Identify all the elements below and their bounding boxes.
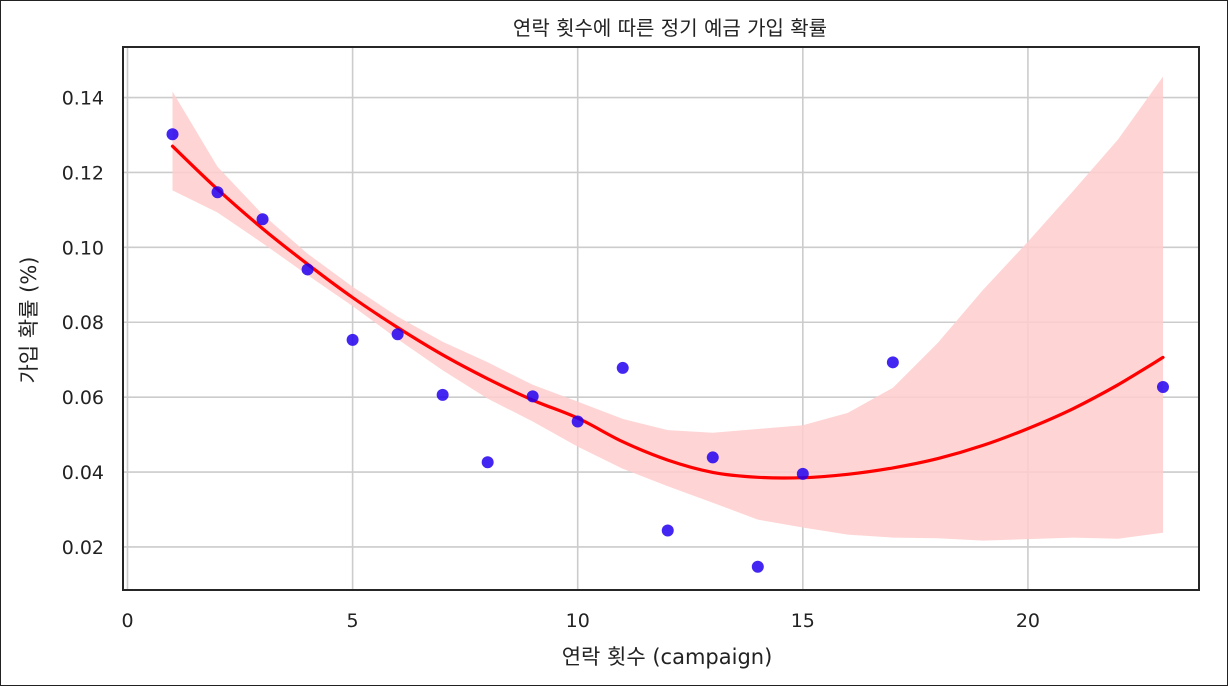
confidence-band: [172, 76, 1163, 541]
y-tick-label: 0.08: [62, 312, 104, 334]
scatter-point: [886, 356, 899, 369]
y-tick-label: 0.02: [62, 537, 104, 559]
y-tick-label: 0.10: [62, 237, 104, 259]
scatter-point: [211, 186, 224, 199]
scatter-point: [571, 415, 584, 428]
x-tick-label: 0: [121, 610, 133, 632]
scatter-point: [616, 361, 629, 374]
y-tick-labels: 0.02 0.04 0.06 0.08 0.10 0.12 0.14: [62, 88, 104, 559]
scatter-point: [661, 524, 674, 537]
x-tick-label: 15: [791, 610, 815, 632]
y-axis-label: 가입 확률 (%): [17, 257, 41, 384]
y-tick-label: 0.06: [62, 387, 104, 409]
scatter-point: [481, 456, 494, 469]
regression-line-layer: [170, 144, 1165, 480]
y-tick-label: 0.04: [62, 462, 104, 484]
scatter-point: [166, 128, 179, 141]
scatter-point: [796, 467, 809, 480]
scatter-point: [436, 388, 449, 401]
chart-title: 연락 횟수에 따른 정기 예금 가입 확률: [513, 16, 827, 40]
x-tick-label: 5: [347, 610, 359, 632]
scatter-point: [346, 333, 359, 346]
scatter-point: [256, 213, 269, 226]
scatter-points: [166, 128, 1169, 573]
x-axis-label: 연락 횟수 (campaign): [562, 645, 773, 669]
scatter-point: [301, 263, 314, 276]
scatter-point: [391, 328, 404, 341]
scatter-point: [706, 451, 719, 464]
regression-line: [170, 144, 1165, 480]
plot-area-border: [122, 46, 1200, 591]
x-tick-label: 10: [566, 610, 590, 632]
y-tick-label: 0.12: [62, 162, 104, 184]
x-tick-labels: 0 5 10 15 20: [121, 610, 1040, 632]
y-tick-label: 0.14: [62, 88, 104, 110]
x-tick-label: 20: [1016, 610, 1040, 632]
scatter-point: [751, 560, 764, 573]
scatter-point: [1156, 381, 1169, 394]
confidence-band-layer: [172, 76, 1163, 541]
scatter-point: [526, 390, 539, 403]
